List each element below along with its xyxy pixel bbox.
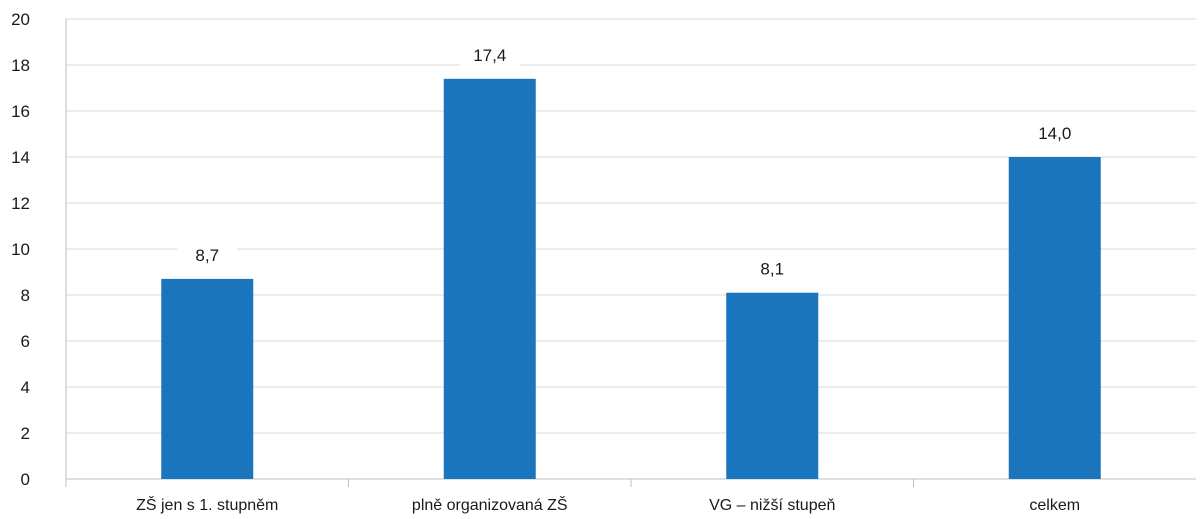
bar [161,278,254,479]
x-tick-label: ZŠ jen s 1. stupněm [136,495,278,514]
y-tick-label: 4 [21,378,30,397]
bar [726,292,819,479]
x-tick-label: VG – nižší stupeň [709,497,835,514]
x-tick-label: celkem [1029,497,1080,514]
y-tick-label: 0 [21,470,30,489]
y-tick-label: 12 [11,194,30,213]
y-tick-label: 8 [21,286,30,305]
gridlines [66,18,1196,434]
data-label: 8,7 [195,246,219,265]
bar [1008,157,1101,479]
data-label-background [742,255,803,282]
y-tick-label: 6 [21,332,30,351]
y-tick-label: 18 [11,56,30,75]
labels: 0 2 4 6 8 10 12 14 16 18 20 8,7 ZŠ jen s 1. stupněm 1… [11,10,1085,514]
data-label: 8,1 [760,260,784,279]
bar [443,78,536,480]
y-tick-label: 14 [11,148,30,167]
data-label: 14,0 [1038,124,1071,143]
y-tick-label: 16 [11,102,30,121]
bars [161,78,1101,480]
data-label-background [1024,120,1085,146]
y-tick-label: 10 [11,240,30,259]
y-tick-label: 20 [11,10,30,29]
axes [65,19,1196,487]
y-tick-label: 2 [21,424,30,443]
data-label-background [459,41,520,68]
x-tick-label: plně organizovaná ZŠ [412,495,568,514]
data-label: 17,4 [473,46,506,65]
data-label-background [177,241,238,268]
